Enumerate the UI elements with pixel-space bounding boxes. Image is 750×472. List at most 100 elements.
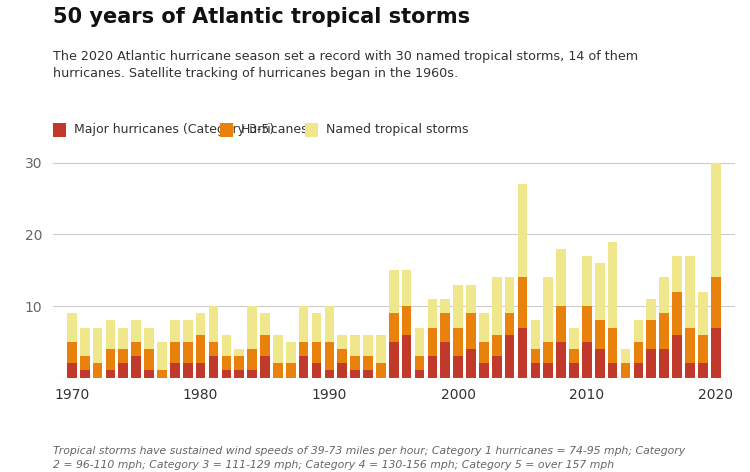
Text: Tropical storms have sustained wind speeds of 39-73 miles per hour; Category 1 h: Tropical storms have sustained wind spee… <box>53 447 685 470</box>
Bar <box>221 371 231 378</box>
Bar <box>67 313 76 342</box>
Bar <box>338 335 347 349</box>
Bar <box>196 313 206 335</box>
Bar <box>80 371 89 378</box>
Bar <box>235 356 244 371</box>
Bar <box>158 342 166 371</box>
Bar <box>376 335 386 363</box>
Bar <box>325 342 334 371</box>
Bar <box>711 328 721 378</box>
Bar <box>106 349 116 371</box>
Bar <box>298 342 308 356</box>
Bar <box>235 371 244 378</box>
Bar <box>312 313 321 342</box>
Bar <box>479 342 489 363</box>
Bar <box>518 278 527 328</box>
Text: The 2020 Atlantic hurricane season set a record with 30 named tropical storms, 1: The 2020 Atlantic hurricane season set a… <box>53 50 638 80</box>
Bar <box>518 185 527 278</box>
Bar <box>492 335 502 356</box>
Text: Major hurricanes (Category 3-5): Major hurricanes (Category 3-5) <box>74 123 274 136</box>
Bar <box>325 306 334 342</box>
Bar <box>505 278 515 313</box>
Bar <box>544 363 553 378</box>
Bar <box>389 342 398 378</box>
Bar <box>582 256 592 306</box>
Bar <box>659 349 669 378</box>
Bar <box>196 335 206 363</box>
Bar <box>505 313 515 335</box>
Bar <box>338 349 347 363</box>
Bar <box>221 335 231 356</box>
Bar <box>556 342 566 378</box>
Bar <box>659 313 669 349</box>
Bar <box>530 320 540 349</box>
Bar <box>350 356 360 371</box>
Bar <box>505 335 515 378</box>
Bar <box>248 306 257 349</box>
Bar <box>131 356 141 378</box>
Bar <box>221 356 231 371</box>
Bar <box>569 363 579 378</box>
Bar <box>170 320 180 342</box>
Bar <box>106 371 116 378</box>
Bar <box>144 371 154 378</box>
Bar <box>582 342 592 378</box>
Bar <box>260 356 270 378</box>
Bar <box>389 313 398 342</box>
Bar <box>530 363 540 378</box>
Bar <box>685 363 694 378</box>
Bar <box>608 242 617 328</box>
Bar <box>298 306 308 342</box>
Bar <box>595 320 604 349</box>
Bar <box>569 349 579 363</box>
Bar <box>711 278 721 328</box>
Bar <box>634 363 644 378</box>
Bar <box>196 363 206 378</box>
Bar <box>80 328 89 356</box>
Bar <box>595 349 604 378</box>
Bar <box>492 278 502 335</box>
Bar <box>106 320 116 349</box>
Bar <box>312 363 321 378</box>
Bar <box>415 328 424 356</box>
Bar <box>646 320 656 349</box>
Bar <box>325 371 334 378</box>
Bar <box>711 163 721 278</box>
Bar <box>440 299 450 313</box>
Bar <box>646 349 656 378</box>
Bar <box>466 313 476 349</box>
Bar <box>569 328 579 349</box>
Bar <box>685 256 694 328</box>
Bar <box>453 328 463 356</box>
Bar <box>672 292 682 335</box>
Bar <box>402 335 412 378</box>
Bar <box>440 342 450 378</box>
Bar <box>453 285 463 328</box>
Bar <box>402 306 412 335</box>
Bar <box>582 306 592 342</box>
Bar <box>518 328 527 378</box>
Bar <box>209 356 218 378</box>
Bar <box>659 278 669 313</box>
Bar <box>298 356 308 378</box>
Bar <box>118 363 128 378</box>
Bar <box>67 363 76 378</box>
Bar <box>544 278 553 342</box>
Bar <box>415 356 424 371</box>
Bar <box>260 335 270 356</box>
Bar <box>248 349 257 371</box>
Bar <box>235 349 244 356</box>
Bar <box>608 328 617 363</box>
Bar <box>93 363 103 378</box>
Bar <box>415 371 424 378</box>
Bar <box>338 363 347 378</box>
Bar <box>466 349 476 378</box>
Bar <box>170 363 180 378</box>
Text: 50 years of Atlantic tropical storms: 50 years of Atlantic tropical storms <box>53 7 470 27</box>
Bar <box>67 342 76 363</box>
Bar <box>634 342 644 363</box>
Bar <box>646 299 656 320</box>
Bar <box>402 270 412 306</box>
Bar <box>621 349 630 363</box>
Bar <box>350 371 360 378</box>
